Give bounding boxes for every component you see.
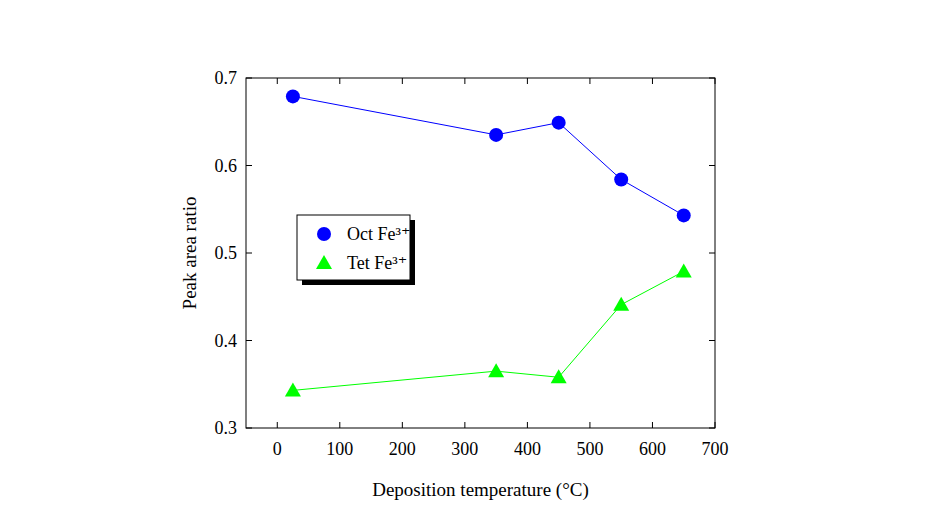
x-tick-top	[589, 78, 590, 84]
y-tick-label: 0.5	[215, 243, 238, 263]
x-tick	[652, 422, 653, 428]
x-tick-label: 0	[273, 439, 282, 459]
data-point	[676, 263, 692, 277]
legend: Oct Fe³⁺ Tet Fe³⁺	[297, 215, 415, 285]
y-axis-label: Peak area ratio	[179, 197, 200, 310]
y-tick-right	[709, 78, 715, 79]
y-tick-label: 0.6	[215, 156, 238, 176]
y-tick-label: 0.7	[215, 68, 238, 88]
data-point	[286, 89, 300, 103]
x-tick-top	[464, 78, 465, 84]
y-tick	[246, 78, 252, 79]
data-point	[551, 369, 567, 383]
legend-label: Oct Fe³⁺	[347, 224, 410, 244]
x-tick-top	[527, 78, 528, 84]
y-tick	[246, 253, 252, 254]
plot-data	[285, 89, 692, 396]
y-tick	[246, 428, 252, 429]
legend-label: Tet Fe³⁺	[347, 253, 407, 273]
series-line	[293, 271, 684, 390]
y-tick-right	[709, 165, 715, 166]
legend-box	[297, 215, 410, 280]
y-tick-label: 0.3	[215, 418, 238, 438]
legend-marker	[317, 227, 331, 241]
data-point	[677, 208, 691, 222]
y-tick-right	[709, 340, 715, 341]
x-tick	[589, 422, 590, 428]
y-tick-label: 0.4	[215, 331, 238, 351]
x-tick-top	[339, 78, 340, 84]
x-tick	[277, 422, 278, 428]
x-tick-label: 200	[389, 439, 416, 459]
x-tick-label: 100	[326, 439, 353, 459]
data-point	[489, 128, 503, 142]
x-tick-top	[652, 78, 653, 84]
plot-frame	[246, 78, 715, 428]
data-point	[614, 173, 628, 187]
y-tick	[246, 165, 252, 166]
data-point	[488, 363, 504, 377]
x-tick	[715, 422, 716, 428]
x-tick-label: 300	[451, 439, 478, 459]
x-tick-top	[402, 78, 403, 84]
legend-marker	[316, 255, 332, 269]
y-tick-right	[709, 253, 715, 254]
x-tick-label: 400	[514, 439, 541, 459]
x-tick-top	[715, 78, 716, 84]
x-tick-label: 700	[702, 439, 729, 459]
x-tick	[527, 422, 528, 428]
x-tick	[339, 422, 340, 428]
data-point	[613, 297, 629, 311]
x-tick	[464, 422, 465, 428]
series-line	[293, 96, 684, 215]
chart: 0 100 200 300 400 500 600 700 0.3 0.4 0.5 0.6 0.7 Dep…	[0, 0, 932, 517]
data-point	[552, 116, 566, 130]
x-tick	[402, 422, 403, 428]
data-point	[285, 382, 301, 396]
x-tick-label: 500	[576, 439, 603, 459]
y-tick-right	[709, 428, 715, 429]
x-tick-label: 600	[639, 439, 666, 459]
x-tick-top	[277, 78, 278, 84]
x-axis-label: Deposition temperature (°C)	[372, 479, 589, 501]
y-tick	[246, 340, 252, 341]
